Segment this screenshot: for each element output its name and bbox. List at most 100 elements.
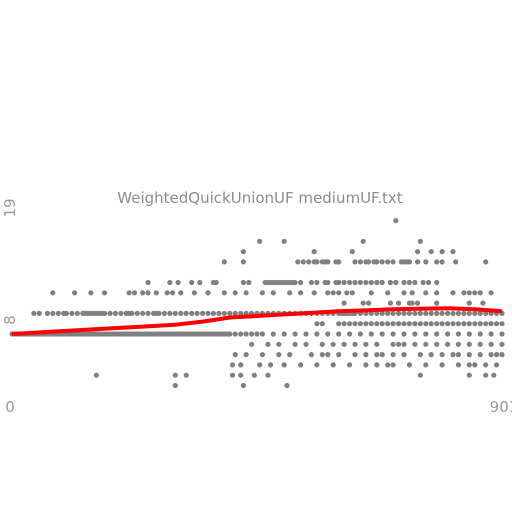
data-point (126, 290, 132, 296)
data-point (455, 321, 461, 327)
data-point (379, 321, 385, 327)
data-point (439, 259, 445, 265)
data-point (172, 310, 178, 316)
data-point (472, 290, 478, 296)
data-point (477, 310, 483, 316)
data-point (477, 290, 483, 296)
data-point (336, 279, 342, 286)
data-point (480, 300, 486, 306)
data-point (434, 290, 440, 296)
data-point (50, 290, 56, 296)
data-point (270, 290, 276, 296)
data-point (374, 352, 380, 358)
data-point (472, 321, 478, 327)
data-point (357, 331, 363, 337)
data-point (238, 372, 244, 378)
data-point (483, 321, 489, 327)
data-point (368, 279, 374, 286)
data-point (276, 352, 282, 358)
data-point (466, 331, 472, 337)
data-point (423, 259, 429, 265)
data-point (72, 290, 78, 296)
data-point (347, 331, 353, 337)
data-point (483, 372, 489, 378)
data-point (229, 362, 236, 368)
data-point (93, 372, 99, 378)
data-point (268, 362, 274, 368)
data-point (189, 310, 195, 316)
data-point (466, 341, 472, 347)
data-point (434, 310, 440, 316)
data-point (466, 300, 472, 306)
data-point (314, 279, 320, 286)
data-point (390, 341, 396, 347)
data-point (308, 279, 314, 286)
data-point (393, 279, 399, 286)
data-point (477, 321, 483, 327)
data-point (352, 352, 358, 358)
data-point (357, 321, 363, 327)
data-point (243, 331, 249, 337)
data-point (461, 310, 467, 316)
data-point (352, 259, 358, 265)
data-point (292, 279, 298, 286)
data-point (445, 310, 451, 316)
data-point (368, 290, 374, 296)
data-point (210, 310, 216, 316)
data-point (232, 290, 238, 296)
data-point (298, 290, 304, 296)
data-point (466, 362, 472, 368)
data-point (352, 279, 358, 286)
data-point (221, 290, 227, 296)
data-point (425, 279, 432, 286)
data-point (287, 352, 293, 358)
data-point (352, 321, 358, 327)
data-point (341, 279, 347, 286)
data-point (156, 310, 162, 316)
data-point (439, 310, 445, 316)
data-point (423, 290, 429, 296)
data-point (259, 331, 265, 337)
data-point (336, 352, 342, 358)
data-point (170, 290, 176, 296)
y-tick-label-0: 8 (1, 315, 19, 325)
data-point (428, 249, 434, 255)
data-point (118, 310, 124, 316)
data-point (325, 279, 331, 286)
data-point (466, 372, 472, 378)
data-point (112, 310, 118, 316)
data-point (194, 310, 200, 316)
data-point (374, 341, 380, 347)
data-point (415, 249, 421, 255)
data-point (216, 310, 222, 316)
data-point (295, 259, 301, 265)
data-point (494, 352, 500, 358)
data-point (363, 362, 369, 368)
data-point (140, 290, 146, 296)
data-point (412, 279, 418, 286)
data-point (213, 279, 219, 286)
data-point (420, 279, 426, 286)
data-point (336, 290, 342, 296)
data-point (491, 372, 497, 378)
data-point (205, 310, 211, 316)
data-point (455, 362, 461, 368)
data-point (412, 310, 418, 316)
data-point (401, 279, 407, 286)
data-point (107, 310, 113, 316)
data-point (221, 310, 227, 316)
x-tick-label-0: 0 (5, 398, 15, 416)
data-point (69, 310, 75, 316)
data-point (172, 372, 178, 378)
data-point (417, 321, 423, 327)
data-point (36, 310, 42, 316)
data-point (396, 310, 402, 316)
data-point (319, 321, 325, 327)
data-point (428, 310, 434, 316)
data-point (347, 321, 353, 327)
data-point (145, 310, 151, 316)
data-point (259, 352, 265, 358)
data-point (183, 372, 189, 378)
data-point (472, 362, 478, 368)
data-point (281, 238, 287, 244)
